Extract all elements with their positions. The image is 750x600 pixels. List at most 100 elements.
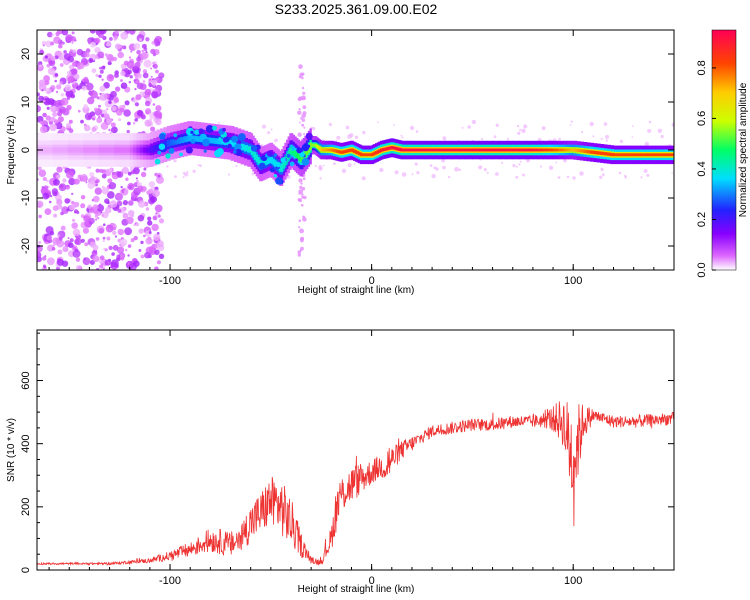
trace-blob	[294, 158, 299, 162]
noise-blob	[148, 78, 152, 81]
noise-blob	[67, 75, 75, 84]
speckle	[401, 172, 407, 177]
noise-blob	[142, 80, 146, 83]
speckle	[328, 122, 332, 127]
trace-core	[331, 148, 334, 152]
trace-core	[265, 158, 269, 165]
snr-line	[37, 401, 674, 567]
noise-blob	[106, 74, 115, 82]
noise-blob	[94, 214, 99, 218]
trace-blob	[194, 129, 200, 135]
noise-blob	[127, 69, 132, 75]
speckle	[480, 138, 484, 141]
trace-core	[537, 148, 544, 152]
speckle	[517, 131, 521, 135]
noise-blob	[71, 218, 76, 222]
noise-blob	[67, 70, 72, 76]
noise-blob	[55, 99, 63, 108]
noise-blob	[143, 59, 152, 68]
noise-blob	[136, 56, 142, 62]
trace-core	[316, 144, 318, 149]
noise-blob	[88, 166, 91, 169]
noise-blob	[43, 97, 51, 106]
noise-blob	[151, 223, 159, 232]
speckle	[605, 139, 608, 142]
noise-blob	[145, 191, 148, 194]
speckle	[310, 126, 313, 129]
noise-blob	[128, 30, 136, 35]
trace-core	[603, 152, 608, 156]
noise-blob	[74, 238, 82, 246]
speckle	[623, 174, 627, 178]
noise-blob	[50, 116, 56, 123]
speckle	[409, 125, 415, 131]
noise-blob	[153, 38, 160, 45]
trace-core	[403, 148, 406, 152]
trace-core	[633, 153, 641, 157]
noise-blob	[110, 90, 117, 98]
speckle	[166, 165, 169, 168]
speckle	[442, 136, 447, 141]
trace-core	[610, 152, 615, 157]
noise-blob	[101, 173, 107, 179]
trace-blob	[238, 133, 246, 141]
trace-core	[176, 137, 181, 144]
noise-blob	[64, 84, 72, 92]
spike-blob	[303, 97, 306, 100]
trace-blob	[235, 148, 242, 156]
noise-blob	[99, 66, 102, 70]
noise-blob	[44, 55, 48, 59]
trace-core	[596, 151, 601, 155]
noise-blob	[76, 265, 82, 270]
trace-core	[139, 147, 144, 153]
noise-blob	[114, 174, 118, 179]
noise-blob	[61, 30, 69, 36]
trace-core	[257, 157, 260, 165]
noise-blob	[38, 241, 42, 244]
noise-blob	[95, 168, 100, 173]
trace-core	[506, 148, 514, 152]
trace-core	[512, 148, 520, 152]
noise-blob	[83, 215, 90, 223]
colorbar-gradient	[711, 29, 737, 271]
speckle	[579, 171, 584, 176]
noise-blob	[106, 108, 109, 111]
trace-core	[348, 148, 351, 153]
speckle	[512, 164, 516, 168]
speckle	[435, 167, 439, 171]
trace-blob	[307, 144, 311, 148]
speckle	[335, 139, 338, 142]
y-tick-label: 20	[20, 48, 32, 60]
noise-blob	[120, 186, 123, 189]
trace-blob	[231, 135, 239, 143]
noise-blob	[84, 242, 89, 247]
trace-core	[280, 163, 284, 172]
trace-core	[146, 147, 151, 153]
noise-blob	[48, 200, 52, 204]
noise-blob	[89, 172, 95, 178]
noise-blob	[57, 234, 60, 238]
trace-core	[358, 151, 361, 156]
noise-blob	[101, 214, 104, 217]
speckle	[566, 175, 570, 179]
noise-blob	[45, 40, 52, 48]
noise-blob	[133, 42, 141, 50]
noise-blob	[147, 220, 153, 226]
noise-blob	[95, 218, 98, 221]
trace-core	[318, 146, 320, 150]
colorbar: 0.0 0.2 0.4 0.6 0.8 Normalized spectral ampl…	[696, 29, 749, 278]
trace-core	[114, 147, 131, 153]
noise-blob	[91, 127, 97, 132]
noise-blob	[39, 125, 48, 134]
noise-blob	[142, 69, 148, 74]
trace-core	[349, 148, 353, 152]
noise-blob	[111, 105, 117, 112]
trace-core	[418, 148, 426, 152]
spike-blob	[298, 96, 302, 100]
trace-core	[320, 147, 322, 152]
noise-blob	[50, 85, 56, 91]
speckle	[429, 164, 433, 168]
noise-blob	[133, 235, 138, 241]
noise-blob	[83, 76, 89, 82]
noise-blob	[46, 106, 50, 110]
